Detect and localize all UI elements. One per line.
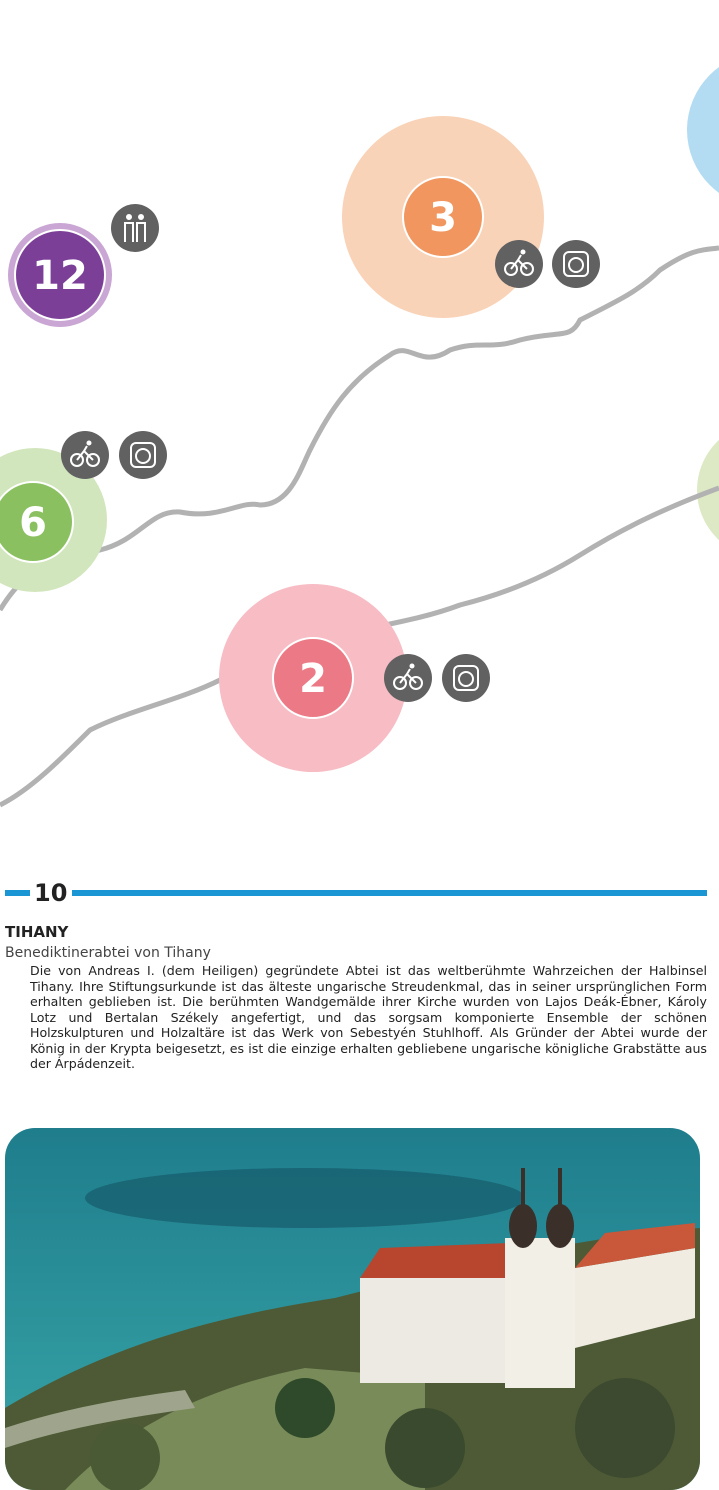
marker-number: 3 bbox=[429, 195, 457, 241]
photo bbox=[5, 1128, 700, 1490]
section-title: TIHANY bbox=[5, 923, 68, 941]
section-subtitle: Benediktinerabtei von Tihany bbox=[5, 945, 211, 961]
icon-camera bbox=[442, 654, 490, 702]
icon-bike bbox=[61, 431, 109, 479]
icon-bike bbox=[384, 654, 432, 702]
page: 12 3 6 2 10 TIHANY Benediktinerabtei von Ti… bbox=[0, 0, 719, 1490]
paragraph: Die von Andreas I. (dem Heiligen) gegrün… bbox=[30, 963, 707, 1072]
icon-glyph bbox=[126, 214, 132, 220]
map: 12 3 6 2 bbox=[0, 0, 719, 860]
road bbox=[0, 248, 719, 610]
rule bbox=[72, 890, 707, 896]
icon-camera bbox=[119, 431, 167, 479]
icon-glyph bbox=[138, 214, 144, 220]
marker-number: 6 bbox=[19, 500, 47, 546]
marker-number: 2 bbox=[299, 656, 327, 702]
icon-glyph bbox=[410, 664, 415, 669]
icon-camera bbox=[552, 240, 600, 288]
rule bbox=[5, 890, 30, 896]
section-header: 10 bbox=[5, 878, 707, 908]
area bbox=[687, 52, 719, 208]
icon-glyph bbox=[521, 250, 526, 255]
marker-number: 12 bbox=[32, 253, 88, 299]
icon-glyph bbox=[87, 441, 92, 446]
icon-bike bbox=[495, 240, 543, 288]
icon-family bbox=[111, 204, 159, 252]
section-number: 10 bbox=[34, 878, 67, 908]
